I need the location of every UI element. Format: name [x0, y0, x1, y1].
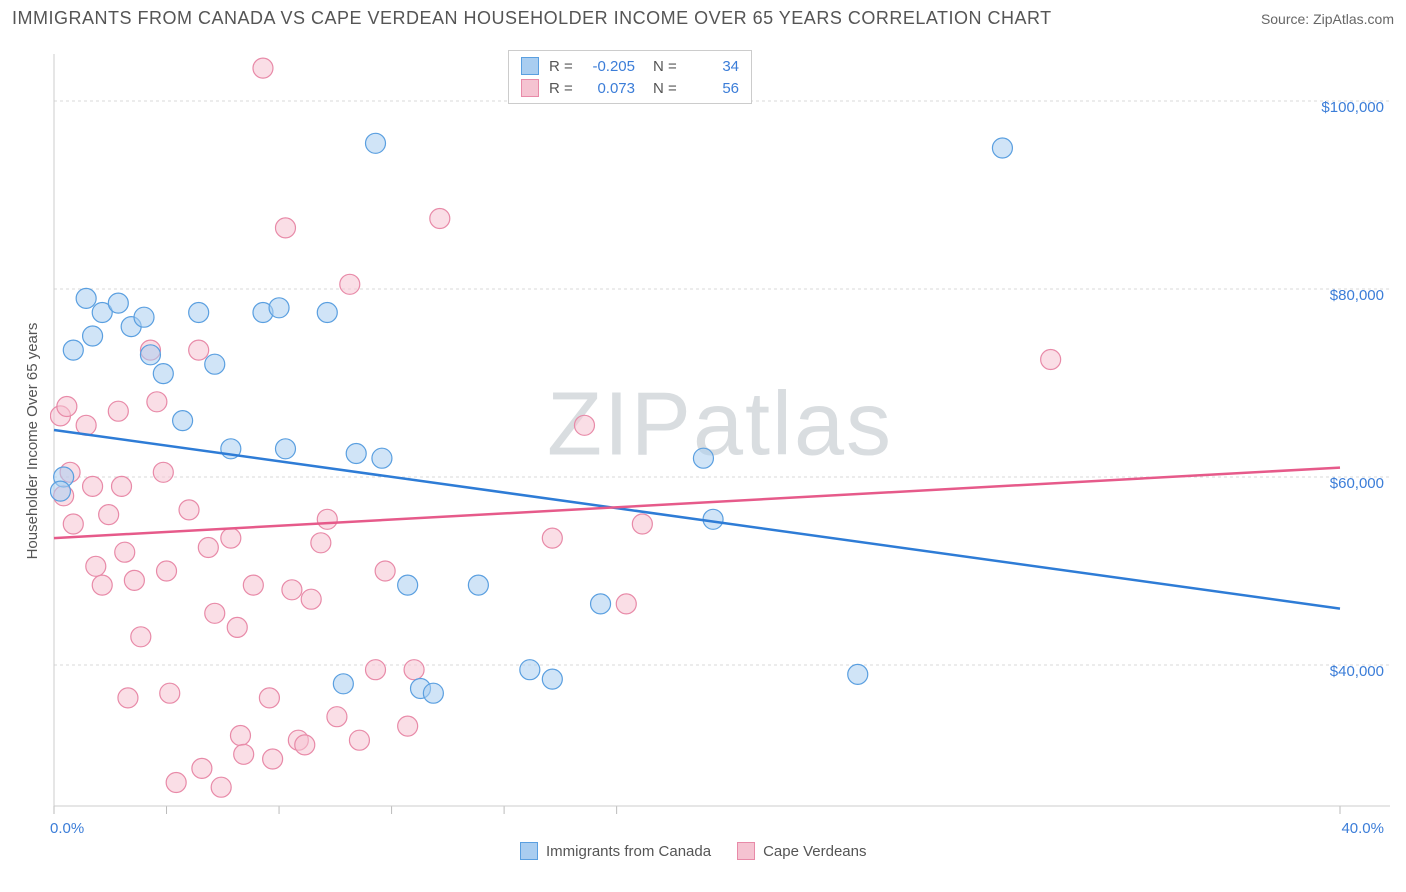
- y-tick-label: $100,000: [1321, 99, 1384, 116]
- correlation-legend: R = -0.205 N = 34 R = 0.073 N = 56: [508, 50, 752, 104]
- legend-swatch: [737, 842, 755, 860]
- series-legend: Immigrants from Canada Cape Verdeans: [520, 842, 866, 860]
- chart-area: Householder Income Over 65 years ZIPatla…: [50, 46, 1390, 836]
- legend-swatch: [520, 842, 538, 860]
- legend-row: R = -0.205 N = 34: [521, 55, 739, 77]
- legend-item: Cape Verdeans: [737, 842, 866, 860]
- legend-series-name: Immigrants from Canada: [546, 843, 711, 860]
- x-tick-label: 40.0%: [1341, 820, 1384, 837]
- legend-r-value: 0.073: [583, 80, 635, 97]
- legend-n-label: N =: [653, 58, 677, 75]
- legend-swatch: [521, 79, 539, 97]
- x-tick-label: 0.0%: [50, 820, 84, 837]
- y-tick-label: $80,000: [1330, 287, 1384, 304]
- y-axis-label: Householder Income Over 65 years: [24, 323, 41, 560]
- chart-source: Source: ZipAtlas.com: [1261, 11, 1394, 27]
- legend-item: Immigrants from Canada: [520, 842, 711, 860]
- chart-title: IMMIGRANTS FROM CANADA VS CAPE VERDEAN H…: [12, 8, 1052, 29]
- legend-r-label: R =: [549, 58, 573, 75]
- legend-n-label: N =: [653, 80, 677, 97]
- legend-n-value: 56: [687, 80, 739, 97]
- legend-r-label: R =: [549, 80, 573, 97]
- y-tick-label: $60,000: [1330, 475, 1384, 492]
- legend-row: R = 0.073 N = 56: [521, 77, 739, 99]
- scatter-plot: [50, 46, 1390, 836]
- legend-swatch: [521, 57, 539, 75]
- legend-n-value: 34: [687, 58, 739, 75]
- legend-r-value: -0.205: [583, 58, 635, 75]
- legend-series-name: Cape Verdeans: [763, 843, 866, 860]
- y-tick-label: $40,000: [1330, 663, 1384, 680]
